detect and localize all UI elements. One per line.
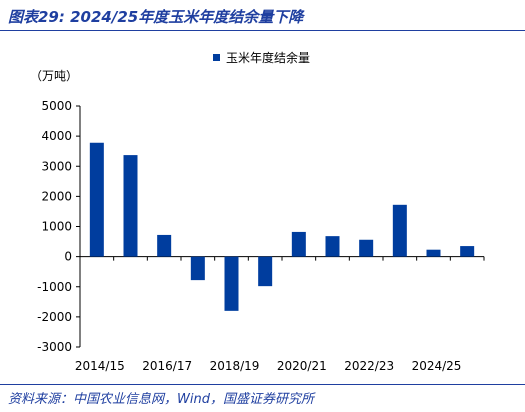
title-divider: [0, 30, 525, 31]
bar-2025-26: [460, 246, 475, 257]
bar-2018-19: [224, 256, 239, 311]
y-tick-label: 1000: [41, 220, 72, 234]
y-tick-label: -3000: [37, 340, 72, 354]
legend-label: 玉米年度结余量: [226, 50, 310, 65]
y-tick-label: 5000: [41, 99, 72, 113]
bar-2023-24: [392, 204, 407, 257]
source-note: 资料来源：中国农业信息网，Wind，国盛证券研究所: [8, 392, 314, 407]
bar-2016-17: [157, 234, 172, 257]
bar-2015-16: [123, 155, 138, 257]
y-axis: 5000 4000 3000 2000 1000 0 -1000 -2000 -3000: [37, 99, 81, 354]
bars: [89, 142, 475, 311]
bar-2019-20: [258, 256, 273, 287]
legend: 玉米年度结余量: [213, 50, 310, 65]
x-tick-label: 2024/25: [412, 359, 462, 373]
legend-swatch: [213, 54, 220, 61]
chart-title: 图表29: 2024/25年度玉米年度结余量下降: [8, 8, 304, 26]
bar-2024-25: [426, 249, 441, 257]
y-tick-label: 3000: [41, 159, 72, 173]
y-tick-label: -1000: [37, 280, 72, 294]
x-tick-label: 2016/17: [142, 359, 192, 373]
bar-2020-21: [291, 231, 306, 257]
x-tick-label: 2018/19: [210, 359, 260, 373]
bar-2022-23: [359, 239, 374, 257]
footer-divider: [0, 384, 525, 385]
y-tick-label: 2000: [41, 189, 72, 203]
y-tick-label: 0: [64, 250, 72, 264]
x-tick-label: 2020/21: [277, 359, 327, 373]
bar-2021-22: [325, 236, 340, 257]
x-tick-label: 2014/15: [75, 359, 125, 373]
y-tick-label: 4000: [41, 129, 72, 143]
x-tick-label: 2022/23: [344, 359, 394, 373]
bar-2017-18: [190, 256, 205, 281]
y-axis-unit-label: （万吨）: [30, 69, 78, 83]
y-tick-label: -2000: [37, 310, 72, 324]
bar-2014-15: [89, 142, 104, 257]
x-axis: 2014/15 2016/17 2018/19 2020/21 2022/23 2024/…: [75, 256, 485, 373]
